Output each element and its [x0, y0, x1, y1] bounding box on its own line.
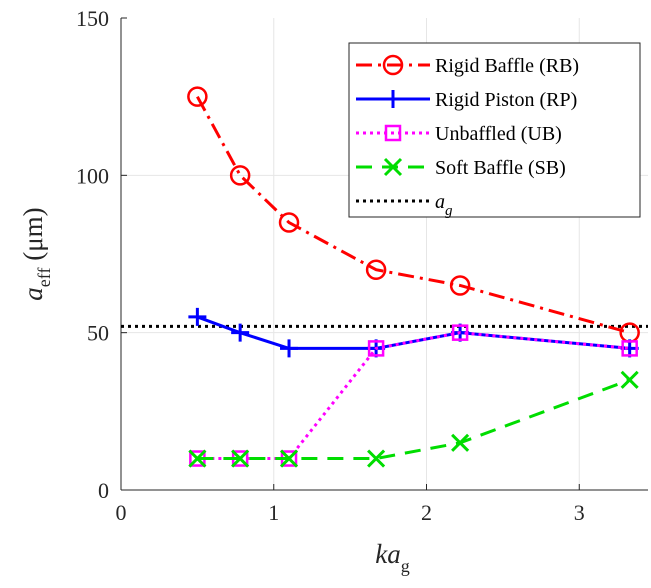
y-tick-label: 100: [76, 163, 109, 188]
x-axis-label: kag: [375, 539, 409, 576]
legend-item-2: Unbaffled (UB): [356, 123, 562, 145]
series-line: [197, 331, 630, 461]
legend-label: Unbaffled (UB): [435, 123, 562, 145]
data-point: [620, 370, 639, 389]
legend-label: Rigid Piston (RP): [435, 89, 577, 111]
data-point: [449, 275, 471, 296]
series-line: [196, 95, 631, 335]
legend-label: ag: [435, 191, 453, 219]
y-tick-label: 0: [98, 478, 109, 503]
legend: Rigid Baffle (RB) Rigid Piston (RP) Unbaff…: [348, 42, 641, 219]
x-tick-label: 2: [421, 500, 432, 525]
data-point: [451, 433, 470, 452]
data-point: [187, 86, 208, 107]
series-3: [188, 370, 639, 468]
data-point: [367, 340, 385, 357]
y-tick-label: 50: [87, 321, 109, 346]
series-line: [197, 378, 631, 461]
data-point: [278, 212, 300, 233]
series-2: [189, 324, 638, 467]
legend-marker: [384, 90, 402, 108]
x-tick-label: 1: [268, 500, 279, 525]
legend-item-3: Soft Baffle (SB): [356, 157, 566, 179]
x-tick-label: 3: [574, 500, 585, 525]
y-tick-label: 150: [76, 6, 109, 31]
data-point: [367, 449, 386, 468]
legend-item-4: ag: [356, 191, 453, 219]
data-point: [451, 324, 469, 341]
y-axis-label: aeff (μm): [18, 207, 54, 300]
legend-item-1: Rigid Piston (RP): [356, 89, 577, 111]
legend-marker: [383, 157, 403, 177]
x-tick-label: 0: [116, 500, 127, 525]
data-point: [621, 340, 638, 357]
data-point: [279, 449, 299, 468]
data-point: [365, 259, 387, 280]
data-point: [231, 323, 250, 342]
data-point: [229, 165, 251, 186]
legend-label: Soft Baffle (SB): [435, 157, 566, 179]
data-point: [280, 339, 299, 358]
legend-marker: [382, 54, 404, 76]
data-point: [188, 449, 207, 468]
legend-item-0: Rigid Baffle (RB): [356, 54, 579, 77]
data-point: [188, 307, 207, 326]
data-point: [231, 449, 250, 468]
legend-marker: [384, 124, 402, 142]
legend-label: Rigid Baffle (RB): [435, 55, 579, 77]
